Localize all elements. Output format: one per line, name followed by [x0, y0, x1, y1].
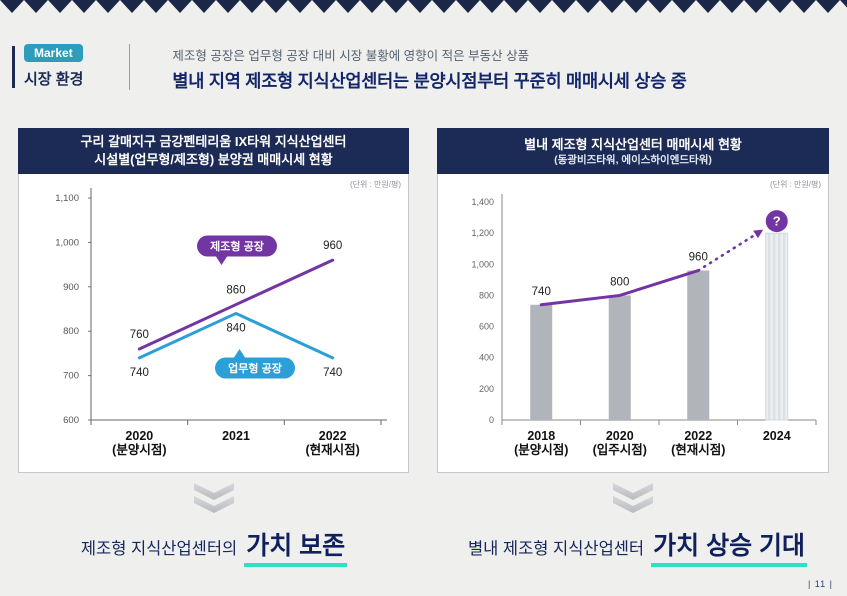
manufacturing-series-line	[137, 258, 335, 351]
category-label: 2022	[684, 429, 712, 443]
right-unit-label: (단위 : 만원/평)	[769, 180, 821, 189]
left-panel-title: 구리 갈매지구 금강펜테리움 IX타워 지식산업센터 시설별(업무형/제조형) …	[18, 128, 409, 174]
y-tick-label: 1,400	[471, 197, 494, 207]
value-label: 800	[610, 276, 629, 288]
category-sublabel: (현재시점)	[306, 442, 360, 457]
y-tick-label: 600	[63, 415, 79, 426]
header-accent-bar	[12, 46, 15, 88]
left-chevron-down-icon	[191, 482, 237, 514]
price-bar	[608, 295, 631, 420]
left-caption: 제조형 지식산업센터의 가치 보존	[0, 526, 428, 567]
value-label: 760	[130, 329, 149, 341]
left-panel: 구리 갈매지구 금강펜테리움 IX타워 지식산업센터 시설별(업무형/제조형) …	[18, 128, 409, 473]
projection-bar	[765, 232, 789, 421]
market-badge: Market	[24, 44, 83, 62]
category-label: 2022	[319, 429, 347, 443]
y-tick-label: 400	[479, 353, 494, 363]
value-label: 740	[323, 367, 342, 379]
right-chart-area: (단위 : 만원/평) 0 200 400 600 800 1,000 1,200 1,400…	[437, 174, 829, 473]
header-divider	[129, 44, 131, 90]
category-sublabel: (분양시점)	[112, 442, 166, 457]
value-label: 740	[130, 367, 149, 379]
badge-label: 업무형 공장	[228, 361, 282, 375]
line-chart: 600 700 800 900 1,000 1,100 2020(분양시점) 2021 2022…	[55, 188, 387, 457]
badge-tail	[233, 349, 246, 359]
zigzag-pattern	[0, 0, 847, 13]
y-tick-label: 1,000	[55, 237, 79, 248]
category-sublabel: (현재시점)	[671, 442, 725, 457]
left-chart-area: (단위 : 만원/평) 600 700 800 900 1,000 1,100 2020 (분…	[18, 174, 409, 473]
value-label: 960	[689, 252, 708, 264]
left-unit-label: (단위 : 만원/평)	[349, 180, 401, 189]
left-caption-highlight: 가치 보존	[244, 526, 348, 567]
price-bar	[530, 304, 553, 420]
category-sublabel: (입주시점)	[593, 442, 647, 457]
category-sublabel: (분양시점)	[514, 442, 568, 457]
value-label: 840	[226, 322, 245, 334]
right-caption-highlight: 가치 상승 기대	[651, 526, 808, 567]
category-label: 2020	[125, 429, 153, 443]
value-label: 740	[532, 286, 551, 298]
top-zigzag-border	[0, 0, 847, 13]
y-tick-label: 800	[479, 290, 494, 300]
right-caption: 별내 제조형 지식산업센터 가치 상승 기대	[428, 526, 847, 567]
badge-pill	[197, 235, 277, 257]
trend-line	[539, 269, 700, 307]
right-panel-title-line2: (동광비즈타워, 에이스하이엔드타워)	[554, 153, 712, 166]
right-panel-title: 별내 제조형 지식산업센터 매매시세 현황 (동광비즈타워, 에이스하이엔드타워…	[437, 128, 829, 174]
y-tick-label: 200	[479, 384, 494, 394]
y-tick-label: 800	[63, 326, 79, 337]
office-series-line	[137, 311, 335, 360]
y-tick-label: 1,000	[471, 259, 494, 269]
y-tick-label: 900	[63, 282, 79, 293]
manufacturing-legend-badge: 제조형 공장	[197, 235, 277, 265]
projection-dotted-line	[696, 231, 761, 272]
right-chevron-down-icon	[610, 482, 656, 514]
category-label: 2018	[527, 429, 555, 443]
header-left: Market 시장 환경	[24, 44, 83, 89]
projection-arrowhead	[753, 229, 764, 239]
left-panel-title-line2: 시설별(업무형/제조형) 분양권 매매시세 현황	[94, 152, 333, 167]
slide-headline: 별내 지역 제조형 지식산업센터는 분양시점부터 꾸준히 매매시세 상승 중	[172, 71, 687, 91]
question-marker-label: ?	[773, 214, 781, 229]
header-text: 제조형 공장은 업무형 공장 대비 시장 불황에 영향이 적은 부동산 상품 별…	[130, 44, 686, 93]
header: Market 시장 환경 제조형 공장은 업무형 공장 대비 시장 불황에 영향…	[12, 44, 687, 93]
category-label: 2020	[606, 429, 634, 443]
y-tick-label: 0	[489, 415, 494, 425]
right-panel: 별내 제조형 지식산업센터 매매시세 현황 (동광비즈타워, 에이스하이엔드타워…	[437, 128, 829, 473]
y-tick-label: 600	[479, 322, 494, 332]
section-title: 시장 환경	[24, 71, 84, 88]
right-caption-text: 별내 제조형 지식산업센터	[467, 540, 645, 558]
y-tick-label: 1,100	[55, 193, 79, 204]
page-number: | 11 |	[807, 579, 833, 589]
bar-chart: 0 200 400 600 800 1,000 1,200 1,400 2018(분양시점) 20…	[471, 194, 817, 457]
badge-label: 제조형 공장	[210, 239, 264, 253]
badge-tail	[215, 255, 228, 265]
left-caption-text: 제조형 지식산업센터의	[80, 540, 238, 558]
category-label: 2024	[763, 429, 791, 443]
left-panel-title-line1: 구리 갈매지구 금강펜테리움 IX타워 지식산업센터	[80, 133, 347, 149]
right-panel-title-line1: 별내 제조형 지식산업센터 매매시세 현황	[524, 136, 742, 152]
badge-pill	[215, 357, 295, 379]
y-tick-label: 700	[63, 371, 79, 382]
value-label: 960	[323, 240, 342, 252]
value-label: 860	[226, 285, 245, 297]
price-bar	[687, 270, 710, 420]
y-tick-label: 1,200	[471, 228, 494, 238]
office-legend-badge: 업무형 공장	[215, 349, 295, 379]
question-marker	[765, 210, 788, 233]
slide-subtitle: 제조형 공장은 업무형 공장 대비 시장 불황에 영향이 적은 부동산 상품	[172, 49, 530, 63]
category-label: 2021	[222, 429, 250, 443]
